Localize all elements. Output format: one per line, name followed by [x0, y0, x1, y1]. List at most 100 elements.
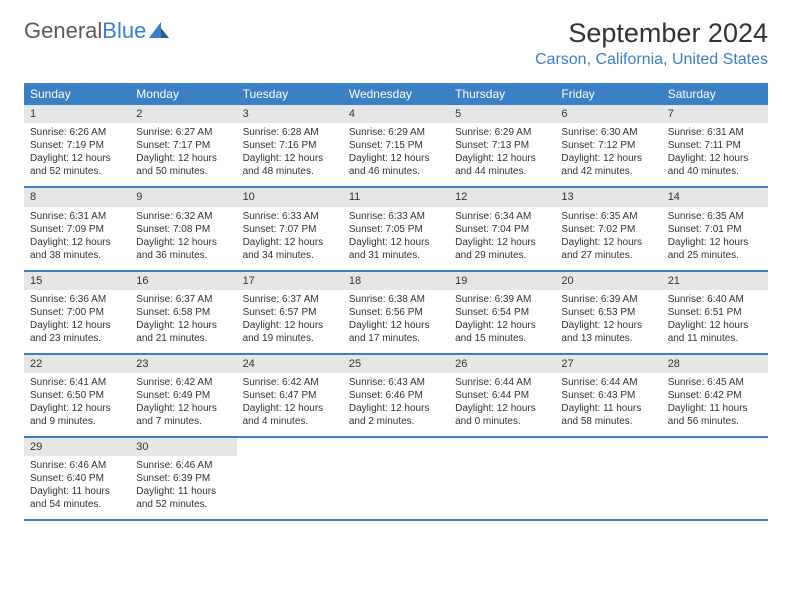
logo-text-1: General: [24, 18, 102, 44]
daylight-text: Daylight: 11 hours and 56 minutes.: [668, 402, 762, 428]
calendar-day: 25Sunrise: 6:43 AMSunset: 6:46 PMDayligh…: [343, 354, 449, 437]
day-content: Sunrise: 6:29 AMSunset: 7:15 PMDaylight:…: [343, 123, 449, 186]
calendar-day: [449, 437, 555, 520]
calendar-day: 16Sunrise: 6:37 AMSunset: 6:58 PMDayligh…: [130, 271, 236, 354]
calendar-week: 1Sunrise: 6:26 AMSunset: 7:19 PMDaylight…: [24, 105, 768, 187]
calendar-day: 5Sunrise: 6:29 AMSunset: 7:13 PMDaylight…: [449, 105, 555, 187]
sunset-text: Sunset: 7:00 PM: [30, 306, 124, 319]
daylight-text: Daylight: 12 hours and 11 minutes.: [668, 319, 762, 345]
day-content: Sunrise: 6:46 AMSunset: 6:40 PMDaylight:…: [24, 456, 130, 519]
sunset-text: Sunset: 7:05 PM: [349, 223, 443, 236]
day-number: 29: [24, 438, 130, 456]
daylight-text: Daylight: 12 hours and 42 minutes.: [561, 152, 655, 178]
calendar-day: 15Sunrise: 6:36 AMSunset: 7:00 PMDayligh…: [24, 271, 130, 354]
calendar-day: 6Sunrise: 6:30 AMSunset: 7:12 PMDaylight…: [555, 105, 661, 187]
day-content: Sunrise: 6:44 AMSunset: 6:44 PMDaylight:…: [449, 373, 555, 436]
day-number: 13: [555, 188, 661, 206]
day-content: Sunrise: 6:44 AMSunset: 6:43 PMDaylight:…: [555, 373, 661, 436]
day-number: 2: [130, 105, 236, 123]
day-number: 12: [449, 188, 555, 206]
day-content: Sunrise: 6:36 AMSunset: 7:00 PMDaylight:…: [24, 290, 130, 353]
daylight-text: Daylight: 12 hours and 50 minutes.: [136, 152, 230, 178]
daylight-text: Daylight: 12 hours and 19 minutes.: [243, 319, 337, 345]
month-title: September 2024: [535, 18, 768, 49]
sunrise-text: Sunrise: 6:39 AM: [455, 293, 549, 306]
day-content: Sunrise: 6:29 AMSunset: 7:13 PMDaylight:…: [449, 123, 555, 186]
sunrise-text: Sunrise: 6:33 AM: [243, 210, 337, 223]
calendar-day: 27Sunrise: 6:44 AMSunset: 6:43 PMDayligh…: [555, 354, 661, 437]
logo-text-2: Blue: [102, 18, 146, 44]
sunset-text: Sunset: 7:17 PM: [136, 139, 230, 152]
sunset-text: Sunset: 7:15 PM: [349, 139, 443, 152]
sunrise-text: Sunrise: 6:31 AM: [30, 210, 124, 223]
calendar-day: [237, 437, 343, 520]
daylight-text: Daylight: 12 hours and 9 minutes.: [30, 402, 124, 428]
sunrise-text: Sunrise: 6:29 AM: [349, 126, 443, 139]
weekday-header: Sunday: [24, 83, 130, 105]
daylight-text: Daylight: 12 hours and 27 minutes.: [561, 236, 655, 262]
title-block: September 2024 Carson, California, Unite…: [535, 18, 768, 69]
day-number: 3: [237, 105, 343, 123]
sunrise-text: Sunrise: 6:43 AM: [349, 376, 443, 389]
calendar-day: 30Sunrise: 6:46 AMSunset: 6:39 PMDayligh…: [130, 437, 236, 520]
sunrise-text: Sunrise: 6:30 AM: [561, 126, 655, 139]
daylight-text: Daylight: 11 hours and 52 minutes.: [136, 485, 230, 511]
calendar-day: 1Sunrise: 6:26 AMSunset: 7:19 PMDaylight…: [24, 105, 130, 187]
day-content: Sunrise: 6:39 AMSunset: 6:54 PMDaylight:…: [449, 290, 555, 353]
day-number: 19: [449, 272, 555, 290]
day-number: 25: [343, 355, 449, 373]
day-number: 23: [130, 355, 236, 373]
sunrise-text: Sunrise: 6:27 AM: [136, 126, 230, 139]
weekday-header: Thursday: [449, 83, 555, 105]
day-content: Sunrise: 6:40 AMSunset: 6:51 PMDaylight:…: [662, 290, 768, 353]
calendar-day: 28Sunrise: 6:45 AMSunset: 6:42 PMDayligh…: [662, 354, 768, 437]
sunset-text: Sunset: 7:16 PM: [243, 139, 337, 152]
calendar-week: 22Sunrise: 6:41 AMSunset: 6:50 PMDayligh…: [24, 354, 768, 437]
sunset-text: Sunset: 7:13 PM: [455, 139, 549, 152]
weekday-header: Wednesday: [343, 83, 449, 105]
daylight-text: Daylight: 12 hours and 34 minutes.: [243, 236, 337, 262]
sunrise-text: Sunrise: 6:45 AM: [668, 376, 762, 389]
daylight-text: Daylight: 12 hours and 40 minutes.: [668, 152, 762, 178]
weekday-header: Friday: [555, 83, 661, 105]
day-number: 20: [555, 272, 661, 290]
day-content: Sunrise: 6:26 AMSunset: 7:19 PMDaylight:…: [24, 123, 130, 186]
sunrise-text: Sunrise: 6:36 AM: [30, 293, 124, 306]
day-number: 9: [130, 188, 236, 206]
sunrise-text: Sunrise: 6:26 AM: [30, 126, 124, 139]
sunset-text: Sunset: 6:56 PM: [349, 306, 443, 319]
sunrise-text: Sunrise: 6:35 AM: [668, 210, 762, 223]
daylight-text: Daylight: 12 hours and 46 minutes.: [349, 152, 443, 178]
calendar-body: 1Sunrise: 6:26 AMSunset: 7:19 PMDaylight…: [24, 105, 768, 520]
sunset-text: Sunset: 6:51 PM: [668, 306, 762, 319]
sunrise-text: Sunrise: 6:40 AM: [668, 293, 762, 306]
day-content: Sunrise: 6:30 AMSunset: 7:12 PMDaylight:…: [555, 123, 661, 186]
calendar-day: [555, 437, 661, 520]
calendar-day: 14Sunrise: 6:35 AMSunset: 7:01 PMDayligh…: [662, 187, 768, 270]
day-number: 30: [130, 438, 236, 456]
day-content: Sunrise: 6:33 AMSunset: 7:07 PMDaylight:…: [237, 207, 343, 270]
day-content: Sunrise: 6:45 AMSunset: 6:42 PMDaylight:…: [662, 373, 768, 436]
sunset-text: Sunset: 7:04 PM: [455, 223, 549, 236]
sunrise-text: Sunrise: 6:32 AM: [136, 210, 230, 223]
sunset-text: Sunset: 6:50 PM: [30, 389, 124, 402]
day-content: Sunrise: 6:31 AMSunset: 7:11 PMDaylight:…: [662, 123, 768, 186]
sunset-text: Sunset: 6:40 PM: [30, 472, 124, 485]
day-content: Sunrise: 6:37 AMSunset: 6:57 PMDaylight:…: [237, 290, 343, 353]
sunrise-text: Sunrise: 6:28 AM: [243, 126, 337, 139]
sunrise-text: Sunrise: 6:29 AM: [455, 126, 549, 139]
sunrise-text: Sunrise: 6:33 AM: [349, 210, 443, 223]
day-number: 11: [343, 188, 449, 206]
weekday-row: SundayMondayTuesdayWednesdayThursdayFrid…: [24, 83, 768, 105]
day-number: 14: [662, 188, 768, 206]
day-number: 10: [237, 188, 343, 206]
calendar-day: 26Sunrise: 6:44 AMSunset: 6:44 PMDayligh…: [449, 354, 555, 437]
sunrise-text: Sunrise: 6:42 AM: [136, 376, 230, 389]
daylight-text: Daylight: 12 hours and 21 minutes.: [136, 319, 230, 345]
sunrise-text: Sunrise: 6:46 AM: [136, 459, 230, 472]
calendar-week: 8Sunrise: 6:31 AMSunset: 7:09 PMDaylight…: [24, 187, 768, 270]
day-content: Sunrise: 6:37 AMSunset: 6:58 PMDaylight:…: [130, 290, 236, 353]
sunrise-text: Sunrise: 6:35 AM: [561, 210, 655, 223]
day-content: Sunrise: 6:46 AMSunset: 6:39 PMDaylight:…: [130, 456, 236, 519]
sunset-text: Sunset: 6:54 PM: [455, 306, 549, 319]
